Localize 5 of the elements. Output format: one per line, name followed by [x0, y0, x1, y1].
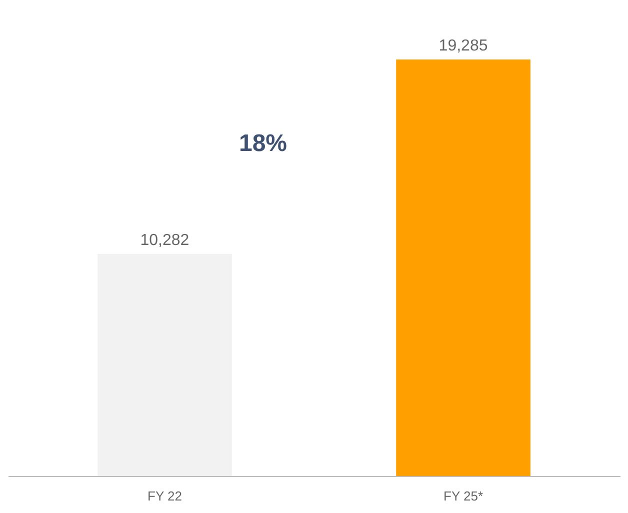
x-tick-label: FY 25*	[444, 488, 484, 504]
annotation: 18%	[238, 130, 288, 157]
data-label: 10,282	[140, 232, 190, 249]
data-label: 19,285	[438, 37, 488, 54]
x-tick-label: FY 22	[148, 488, 182, 504]
